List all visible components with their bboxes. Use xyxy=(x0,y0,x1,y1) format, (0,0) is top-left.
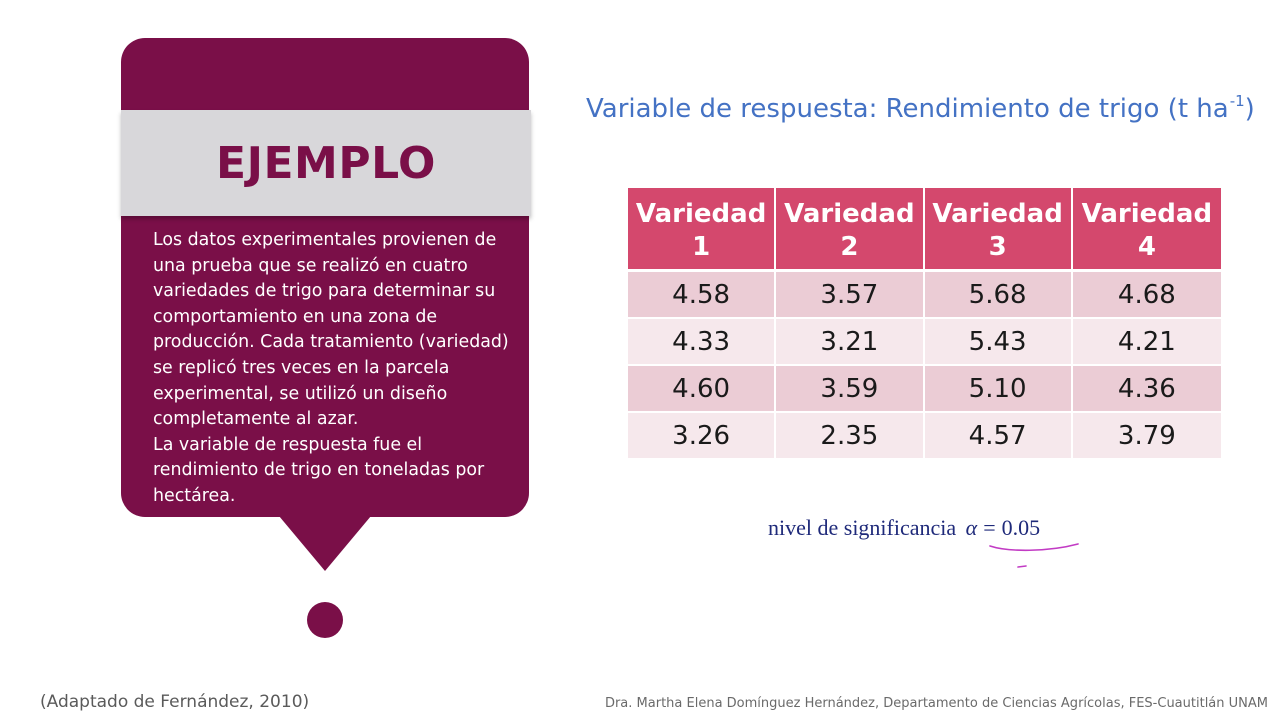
source-citation: (Adaptado de Fernández, 2010) xyxy=(40,692,310,712)
table-cell: 3.79 xyxy=(1072,413,1221,460)
table-cell: 3.21 xyxy=(776,319,925,366)
equals-sign: = xyxy=(983,515,996,540)
table-cell: 3.26 xyxy=(628,413,777,460)
significance-level: nivel de significancia α = 0.05 xyxy=(768,515,1040,541)
table-header-variety-1: Variedad 1 xyxy=(628,188,777,272)
table-cell: 4.68 xyxy=(1072,272,1221,319)
table-header-variety-2: Variedad 2 xyxy=(776,188,925,272)
heading-closing: ) xyxy=(1244,94,1255,124)
table-cell: 4.21 xyxy=(1072,319,1221,366)
table-row: 4.60 3.59 5.10 4.36 xyxy=(628,366,1221,413)
callout-dot xyxy=(307,602,343,638)
table-cell: 2.35 xyxy=(776,413,925,460)
significance-value: 0.05 xyxy=(1001,515,1041,540)
table-cell: 5.43 xyxy=(924,319,1073,366)
table-row: 4.33 3.21 5.43 4.21 xyxy=(628,319,1221,366)
example-description: Los datos experimentales provienen de un… xyxy=(153,228,515,510)
heading-superscript: -1 xyxy=(1229,92,1245,110)
table-cell: 3.57 xyxy=(776,272,925,319)
table-cell: 3.59 xyxy=(776,366,925,413)
response-variable-heading: Variable de respuesta: Rendimiento de tr… xyxy=(586,92,1255,124)
table-cell: 4.33 xyxy=(628,319,777,366)
significance-label: nivel de significancia xyxy=(768,515,957,540)
author-credit: Dra. Martha Elena Domínguez Hernández, D… xyxy=(604,696,1268,711)
table-row: 4.58 3.57 5.68 4.68 xyxy=(628,272,1221,319)
ink-underline-annotation xyxy=(989,543,1079,568)
alpha-symbol: α xyxy=(965,515,978,540)
example-banner: EJEMPLO xyxy=(121,110,531,216)
table-cell: 4.60 xyxy=(628,366,777,413)
table-row: 3.26 2.35 4.57 3.79 xyxy=(628,413,1221,460)
table-cell: 5.68 xyxy=(924,272,1073,319)
heading-text: Variable de respuesta: Rendimiento de tr… xyxy=(586,94,1229,124)
table-cell: 4.36 xyxy=(1072,366,1221,413)
table-cell: 4.58 xyxy=(628,272,777,319)
table-cell: 5.10 xyxy=(924,366,1073,413)
table-header-row: Variedad 1 Variedad 2 Variedad 3 Variedad 4 xyxy=(628,188,1221,272)
significance-expression: α = 0.05 xyxy=(966,515,1040,540)
table-cell: 4.57 xyxy=(924,413,1073,460)
example-paragraph-2: La variable de respuesta fue el rendimie… xyxy=(153,434,485,506)
example-paragraph-1: Los datos experimentales provienen de un… xyxy=(153,230,509,430)
table-header-variety-4: Variedad 4 xyxy=(1072,188,1221,272)
table-header-variety-3: Variedad 3 xyxy=(924,188,1073,272)
yield-table: Variedad 1 Variedad 2 Variedad 3 Variedad 4 … xyxy=(628,188,1221,460)
callout-pointer xyxy=(279,516,371,571)
example-title: EJEMPLO xyxy=(216,137,436,189)
